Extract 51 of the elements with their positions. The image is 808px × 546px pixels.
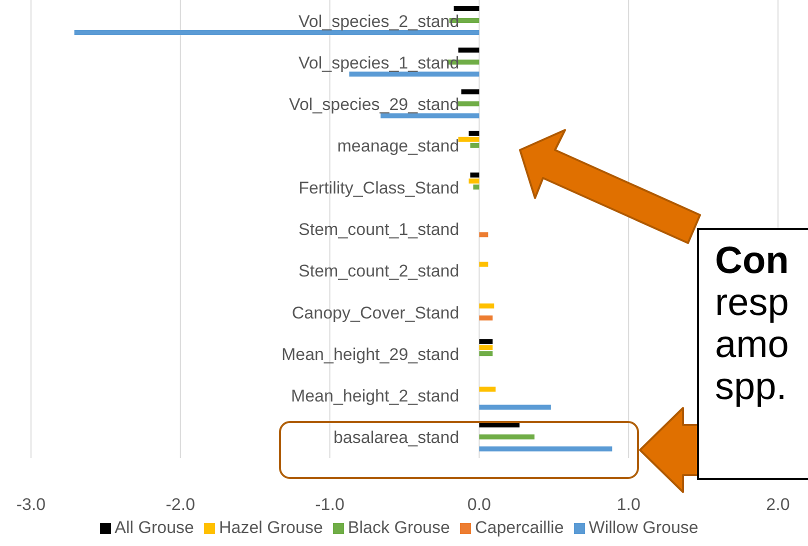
bar <box>380 113 480 118</box>
bar <box>349 72 480 77</box>
y-tick-label: Stem_count_2_stand <box>298 262 460 281</box>
bar <box>470 142 480 148</box>
y-tick-label: Mean_height_2_stand <box>290 386 460 406</box>
bar <box>456 101 480 106</box>
annotation: resp <box>715 282 790 324</box>
x-tick-label: -1.0 <box>315 495 344 514</box>
y-tick-label: meanage_stand <box>337 136 460 156</box>
bar <box>461 89 480 94</box>
bar <box>458 48 480 53</box>
bar <box>458 136 480 142</box>
bar <box>470 172 480 178</box>
legend-label: Black Grouse <box>348 518 450 537</box>
bar <box>479 386 496 392</box>
bar <box>74 30 480 35</box>
y-tick-label: basalarea_stand <box>333 428 460 448</box>
bar <box>473 184 480 190</box>
bar <box>468 178 480 184</box>
bar <box>479 315 493 320</box>
y-tick-label: Stem_count_1_stand <box>298 220 460 239</box>
x-tick-label: -3.0 <box>16 495 46 514</box>
bar <box>479 434 534 440</box>
y-tick-label: Mean_height_29_stand <box>281 344 460 364</box>
y-tick-label: Canopy_Cover_Stand <box>292 303 460 322</box>
y-tick-label: Vol_species_29_stand <box>289 95 460 114</box>
bar <box>479 262 488 267</box>
y-tick-label: Vol_species_1_stand <box>298 53 460 72</box>
bar <box>479 446 612 452</box>
x-tick-label: 2.0 <box>766 495 790 514</box>
bar <box>479 303 494 308</box>
x-tick-label: 0.0 <box>467 495 492 514</box>
y-tick-label: Fertility_Class_Stand <box>298 178 460 198</box>
legend-label: All Grouse <box>114 518 194 537</box>
bar <box>479 339 493 344</box>
x-tick-label: -2.0 <box>166 495 196 514</box>
legend-label: Willow Grouse <box>588 518 698 537</box>
legend-label: Capercaillie <box>474 518 564 537</box>
legend-label: Hazel Grouse <box>218 518 323 537</box>
bar <box>479 345 493 350</box>
bar <box>468 130 480 136</box>
bar <box>479 351 493 356</box>
bar <box>454 6 480 11</box>
annotation: amo <box>715 324 790 366</box>
x-tick-label: 1.0 <box>616 495 640 514</box>
annotation: spp. <box>715 366 788 408</box>
bar <box>479 404 551 410</box>
bar <box>479 232 488 238</box>
annotation: Con <box>715 240 790 282</box>
bar <box>479 422 520 428</box>
y-tick-label: Vol_species_2_stand <box>298 12 460 31</box>
